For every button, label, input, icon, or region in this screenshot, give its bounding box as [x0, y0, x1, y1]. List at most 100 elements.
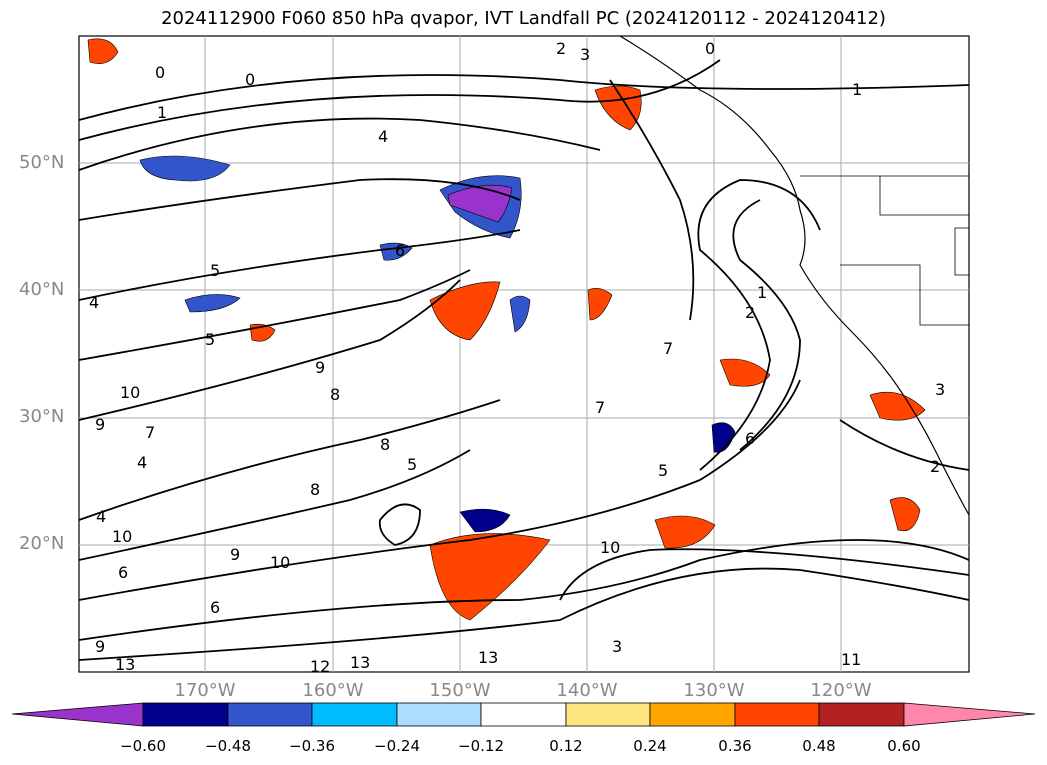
- contour-label: 13: [478, 648, 498, 667]
- colorbar-tick-label: −0.48: [205, 737, 251, 755]
- contour-label: 1: [157, 103, 167, 122]
- contour-label: 9: [95, 415, 105, 434]
- colorbar-tick-label: 0.48: [802, 737, 836, 755]
- coastline-path: [619, 35, 970, 516]
- positive-anomaly-area: [654, 515, 716, 549]
- colorbar-tick-label: 0.36: [718, 737, 752, 755]
- lat-label-30n: 30°N: [19, 406, 65, 427]
- contour-label: 7: [145, 423, 155, 442]
- colorbar-swatch: [480, 702, 567, 727]
- colorbar-swatch: [396, 702, 482, 727]
- contour-line: [78, 269, 471, 361]
- colorbar-tick-label: −0.12: [458, 737, 504, 755]
- contour-label: 5: [205, 330, 215, 349]
- contour-label: 4: [89, 293, 99, 312]
- negative-anomaly-area: [509, 295, 531, 333]
- contour-line: [78, 74, 970, 121]
- colorbar-swatch: [565, 702, 651, 727]
- contour-label: 2: [556, 39, 566, 58]
- contour-label: 1: [852, 80, 862, 99]
- colorbar-tick-label: −0.36: [289, 737, 335, 755]
- contour-label: 0: [155, 63, 165, 82]
- contour-label: 9: [95, 637, 105, 656]
- lon-label-160w: 160°W: [302, 680, 364, 701]
- map-title: 2024112900 F060 850 hPa qvapor, IVT Land…: [161, 8, 886, 29]
- contour-label: 9: [315, 358, 325, 377]
- contour-label: 6: [118, 563, 128, 582]
- colorbar-swatch: [142, 702, 229, 727]
- lat-label-20n: 20°N: [19, 533, 65, 554]
- colorbar: [11, 702, 1036, 727]
- lon-label-150w: 150°W: [429, 680, 491, 701]
- contour-label: 4: [378, 127, 388, 146]
- positive-anomaly-area: [594, 85, 642, 131]
- contour-line: [78, 59, 721, 141]
- contour-label: 5: [658, 461, 668, 480]
- colorbar-tick-label: −0.24: [374, 737, 420, 755]
- positive-anomaly-area: [889, 497, 921, 532]
- contour-label: 4: [96, 507, 106, 526]
- positive-anomaly-area: [719, 358, 771, 387]
- contour-line: [78, 379, 801, 601]
- lon-label-120w: 120°W: [810, 680, 872, 701]
- contour-label: 6: [395, 241, 405, 260]
- contour-label: 10: [600, 538, 620, 557]
- colorbar-swatch: [649, 702, 736, 727]
- colorbar-swatch: [311, 702, 398, 727]
- contour-labels: 0 0 0 1 1 1 2 2 2 3 3 3 4 4 4 4 5 5 5 5 …: [89, 39, 945, 676]
- contour-line: [78, 399, 501, 521]
- colorbar-tick-label: 0.60: [887, 737, 921, 755]
- contour-label: 5: [210, 261, 220, 280]
- negative-anomaly-area: [459, 508, 511, 533]
- contour-label: 6: [210, 598, 220, 617]
- qvapor-shading: [87, 38, 926, 621]
- colorbar-swatch: [734, 702, 820, 727]
- contour-label: 11: [841, 650, 861, 669]
- contour-line: [78, 567, 970, 661]
- lon-label-170w: 170°W: [174, 680, 236, 701]
- colorbar-tick-label: −0.60: [120, 737, 166, 755]
- contour-label: 3: [935, 380, 945, 399]
- colorbar-swatch: [818, 702, 905, 727]
- contour-label: 8: [330, 385, 340, 404]
- contour-label: 7: [595, 398, 605, 417]
- lon-label-140w: 140°W: [556, 680, 618, 701]
- contour-line: [78, 178, 521, 221]
- strong-negative-anomaly-area: [447, 184, 513, 223]
- negative-anomaly-area: [139, 155, 231, 182]
- ivt-contours: [78, 59, 970, 661]
- contour-label: 13: [115, 655, 135, 674]
- contour-label: 8: [310, 480, 320, 499]
- contour-line: [78, 229, 521, 301]
- contour-line: [78, 539, 970, 641]
- contour-line: [559, 548, 970, 601]
- contour-label: 4: [137, 453, 147, 472]
- lat-label-40n: 40°N: [19, 279, 65, 300]
- lat-label-50n: 50°N: [19, 152, 65, 173]
- contour-label: 8: [380, 435, 390, 454]
- contour-line: [609, 79, 695, 321]
- contour-label: 5: [407, 455, 417, 474]
- colorbar-tick-label: 0.12: [549, 737, 583, 755]
- contour-line: [378, 503, 421, 546]
- positive-anomaly-area: [587, 288, 613, 321]
- border-line: [840, 264, 969, 326]
- contour-label: 0: [705, 39, 715, 58]
- contour-label: 3: [580, 45, 590, 64]
- negative-anomaly-area: [184, 294, 241, 313]
- contour-label: 2: [930, 457, 940, 476]
- contour-label: 7: [663, 339, 673, 358]
- colorbar-tick-label: 0.24: [633, 737, 667, 755]
- positive-anomaly-area: [869, 391, 926, 421]
- colorbar-swatch: [903, 702, 1036, 727]
- contour-label: 6: [745, 429, 755, 448]
- contour-line: [78, 279, 461, 421]
- coastline: [619, 35, 970, 516]
- positive-anomaly-area: [87, 38, 119, 64]
- contour-label: 12: [310, 657, 330, 676]
- contour-label: 10: [112, 527, 132, 546]
- contour-label: 2: [745, 303, 755, 322]
- contour-label: 13: [350, 653, 370, 672]
- contour-label: 9: [230, 545, 240, 564]
